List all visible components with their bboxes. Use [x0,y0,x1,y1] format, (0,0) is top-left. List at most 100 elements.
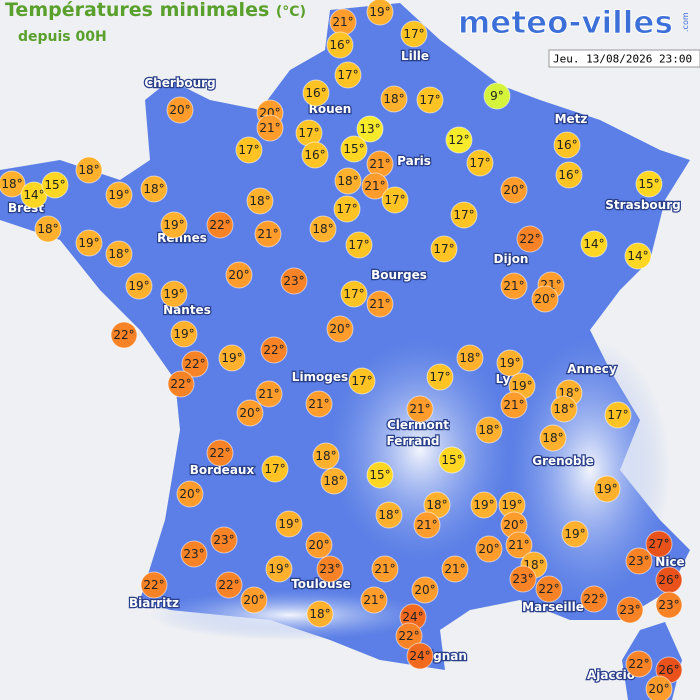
temp-marker [236,399,264,427]
temp-marker [531,285,559,313]
temp-marker [240,586,268,614]
temp-label: 21° [369,297,390,311]
temp-label: 17° [419,93,440,107]
temp-marker [561,520,589,548]
temp-marker [438,446,466,474]
temp-marker [456,344,484,372]
temp-label: 19° [268,562,289,576]
title-text: Températures minimales [5,0,269,21]
temp-marker [316,555,344,583]
temp-marker [348,367,376,395]
temp-label: 20° [239,406,260,420]
temp-label: 18° [1,177,22,191]
temp-marker [496,349,524,377]
temp-label: 24° [409,649,430,663]
temp-marker [655,591,683,619]
city-label: Ferrand [387,434,440,448]
temp-label: 19° [596,482,617,496]
temp-label: 17° [336,202,357,216]
temp-marker [550,395,578,423]
temp-marker [75,229,103,257]
temp-label: 20° [414,583,435,597]
temp-marker [381,186,409,214]
temp-label: 21° [257,227,278,241]
temp-label: 20° [169,103,190,117]
temp-label: 19° [278,517,299,531]
temp-label: 18° [249,194,270,208]
temp-marker [616,596,644,624]
temp-label: 20° [503,518,524,532]
temp-label: 17° [343,287,364,301]
title: Températures minimales (°C) [5,0,306,21]
temp-label: 18° [542,431,563,445]
temp-marker [140,175,168,203]
datetime: Jeu. 13/08/2026 23:00 [553,53,692,66]
temp-marker [320,467,348,495]
temp-marker [625,650,653,678]
city-label: Grenoble [532,454,594,468]
temp-label: 18° [37,222,58,236]
temp-marker [235,136,263,164]
temp-marker [635,170,663,198]
temp-marker [41,171,69,199]
temp-marker [539,424,567,452]
temp-label: 18° [143,182,164,196]
temp-label: 19° [369,5,390,19]
temp-label: 18° [478,423,499,437]
temp-marker [366,461,394,489]
temp-marker [555,161,583,189]
temp-label: 17° [384,193,405,207]
temp-marker [312,442,340,470]
temp-marker [176,480,204,508]
temp-label: 23° [183,547,204,561]
temp-label: 20° [308,538,329,552]
temp-marker [206,439,234,467]
city-label: Paris [397,154,431,168]
temp-label: 18° [323,474,344,488]
city-label: Limoges [292,370,348,384]
temp-label: 14° [23,188,44,202]
temp-marker [624,242,652,270]
temp-marker [406,642,434,670]
markers: 21°19°17°16°17°16°20°21° 17°16°13°15°18° 1… [0,0,683,700]
city-label: Annecy [567,362,617,376]
massif-central [330,340,510,560]
temp-label: 19° [511,379,532,393]
temp-marker [215,571,243,599]
temp-marker [34,215,62,243]
temp-label: 20° [648,682,669,696]
temp-label: 18° [337,174,358,188]
temp-label: 21° [363,593,384,607]
temp-label: 21° [332,15,353,29]
temp-marker [500,391,528,419]
temp-label: 19° [108,188,129,202]
temp-marker [181,350,209,378]
temp-marker [371,555,399,583]
temp-label: 18° [312,222,333,236]
temp-label: 20° [179,487,200,501]
temp-label: 16° [329,38,350,52]
temp-marker [280,267,308,295]
temp-label: 19° [221,351,242,365]
temp-marker [475,416,503,444]
temp-marker [302,79,330,107]
temp-marker [218,344,246,372]
temp-label: 19° [173,327,194,341]
temp-label: 15° [44,178,65,192]
city-label: Dijon [494,252,529,266]
temp-marker [445,126,473,154]
temp-marker [361,172,389,200]
temp-label: 23° [628,554,649,568]
temp-marker [535,575,563,603]
temp-marker [645,675,673,700]
temp-marker [340,280,368,308]
temp-marker [366,0,394,26]
temp-marker [580,585,608,613]
temp-marker [580,230,608,258]
temp-label: 17° [238,143,259,157]
temp-label: 14° [627,249,648,263]
temp-label: 21° [259,121,280,135]
temp-label: 19° [499,356,520,370]
temp-marker [400,20,428,48]
temp-marker [301,141,329,169]
